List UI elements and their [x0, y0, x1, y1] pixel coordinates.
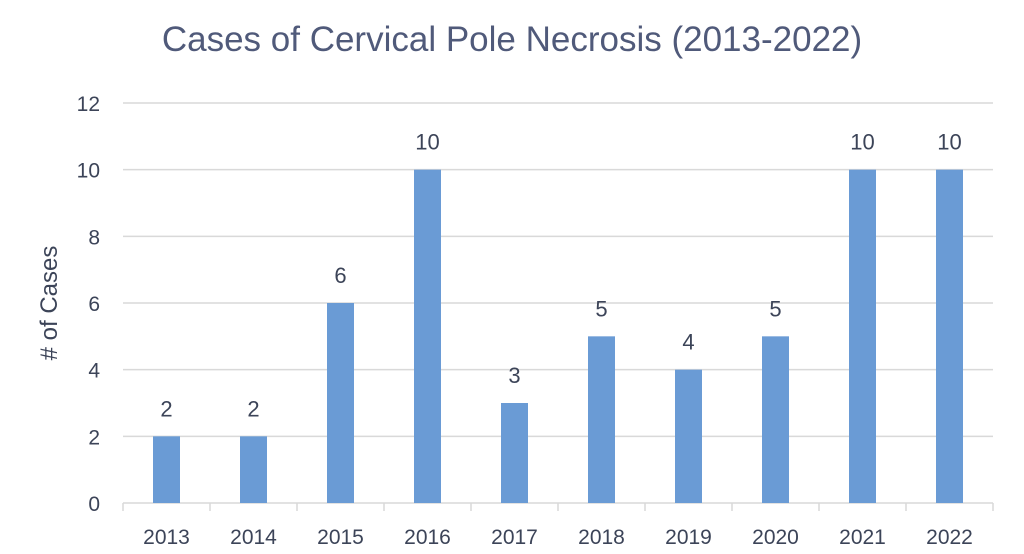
y-axis-title: # of Cases [36, 246, 63, 361]
y-tick-label: 4 [88, 360, 100, 383]
data-label-2016: 10 [415, 130, 439, 155]
x-tick-label-2017: 2017 [491, 526, 538, 549]
x-tick-label-2015: 2015 [317, 526, 364, 549]
y-tick-label: 8 [88, 226, 100, 249]
y-tick-label: 12 [77, 93, 100, 116]
x-tick-label-2022: 2022 [926, 526, 973, 549]
bar-2019 [675, 369, 702, 503]
x-tick-label-2018: 2018 [578, 526, 625, 549]
data-label-2020: 5 [769, 296, 781, 321]
x-tick-label-2016: 2016 [404, 526, 451, 549]
bar-2015 [327, 303, 354, 503]
data-label-2018: 5 [595, 296, 607, 321]
gridlines [123, 102, 993, 504]
y-tick-label: 6 [88, 293, 100, 316]
bar-2013 [153, 436, 180, 503]
data-label-2019: 4 [682, 330, 694, 355]
bar-2022 [936, 169, 963, 503]
data-label-2013: 2 [160, 396, 172, 421]
bars [153, 169, 963, 503]
x-tick-label-2020: 2020 [752, 526, 799, 549]
bar-2020 [762, 336, 789, 503]
data-labels: 2 2 6 10 3 5 4 5 10 10 [160, 130, 961, 422]
bar-2021 [849, 169, 876, 503]
data-label-2021: 10 [850, 130, 874, 155]
bar-2017 [501, 403, 528, 503]
data-label-2022: 10 [937, 130, 961, 155]
x-tick-label-2021: 2021 [839, 526, 886, 549]
y-tick-label: 0 [88, 493, 100, 516]
y-tick-label: 2 [88, 426, 100, 449]
data-label-2017: 3 [508, 363, 520, 388]
bar-2014 [240, 436, 267, 503]
bar-2016 [414, 169, 441, 503]
chart-title: Cases of Cervical Pole Necrosis (2013-20… [161, 20, 863, 59]
x-tick-label-2019: 2019 [665, 526, 712, 549]
y-tick-label: 10 [77, 160, 100, 183]
x-tick-label-2014: 2014 [230, 526, 277, 549]
data-label-2014: 2 [247, 396, 259, 421]
bar-2018 [588, 336, 615, 503]
x-axis-ticks: 2013 2014 2015 2016 2017 2018 2019 2020 2021 2022 [122, 503, 994, 549]
data-label-2015: 6 [334, 263, 346, 288]
y-axis-ticks: 0 2 4 6 8 10 12 [77, 93, 101, 516]
x-tick-label-2013: 2013 [143, 526, 190, 549]
